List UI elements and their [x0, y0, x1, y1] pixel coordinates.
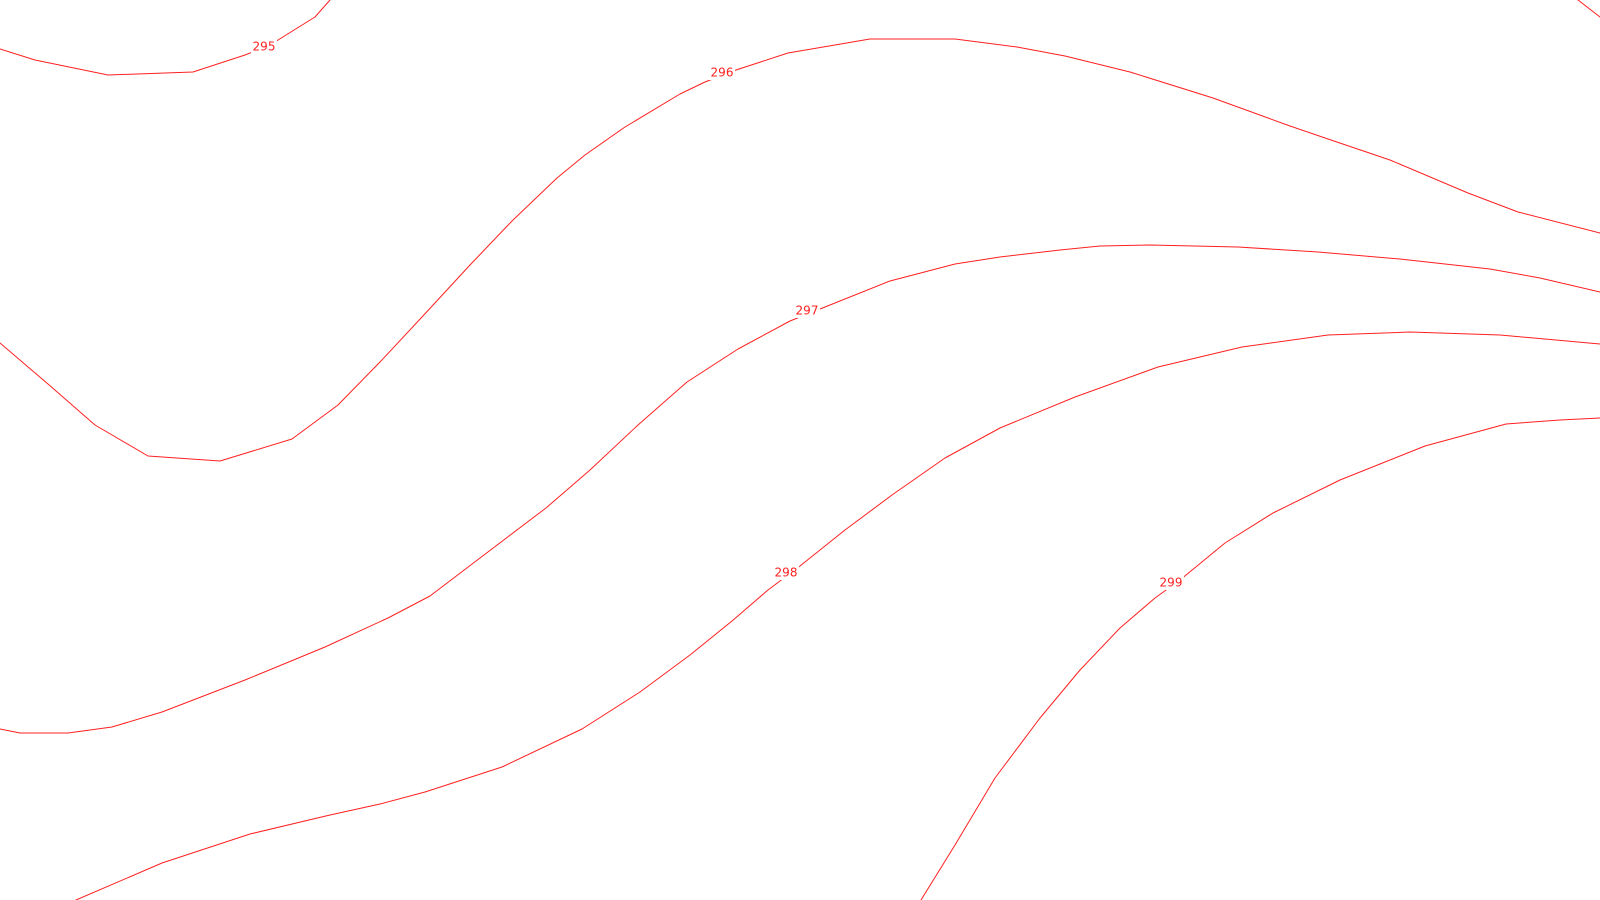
- contour-296: 296: [0, 38, 1600, 462]
- contour-295: 295: [0, 0, 1600, 76]
- contour-label-298: 298: [775, 566, 798, 580]
- contour-label-299: 299: [1160, 576, 1183, 590]
- contour-line-298: [75, 331, 1600, 900]
- contour-label-297: 297: [796, 304, 819, 318]
- contour-299: 299: [920, 417, 1600, 900]
- contour-label-296: 296: [711, 66, 734, 80]
- contour-label-295: 295: [253, 40, 276, 54]
- contour-297: 297: [0, 244, 1600, 734]
- contour-line-296: [0, 38, 1600, 462]
- contour-line-297: [0, 244, 1600, 734]
- contour-298: 298: [75, 331, 1600, 900]
- contour-line-295: [0, 0, 331, 76]
- contour-line-295-east: [1577, 0, 1600, 18]
- contour-line-299: [920, 417, 1600, 900]
